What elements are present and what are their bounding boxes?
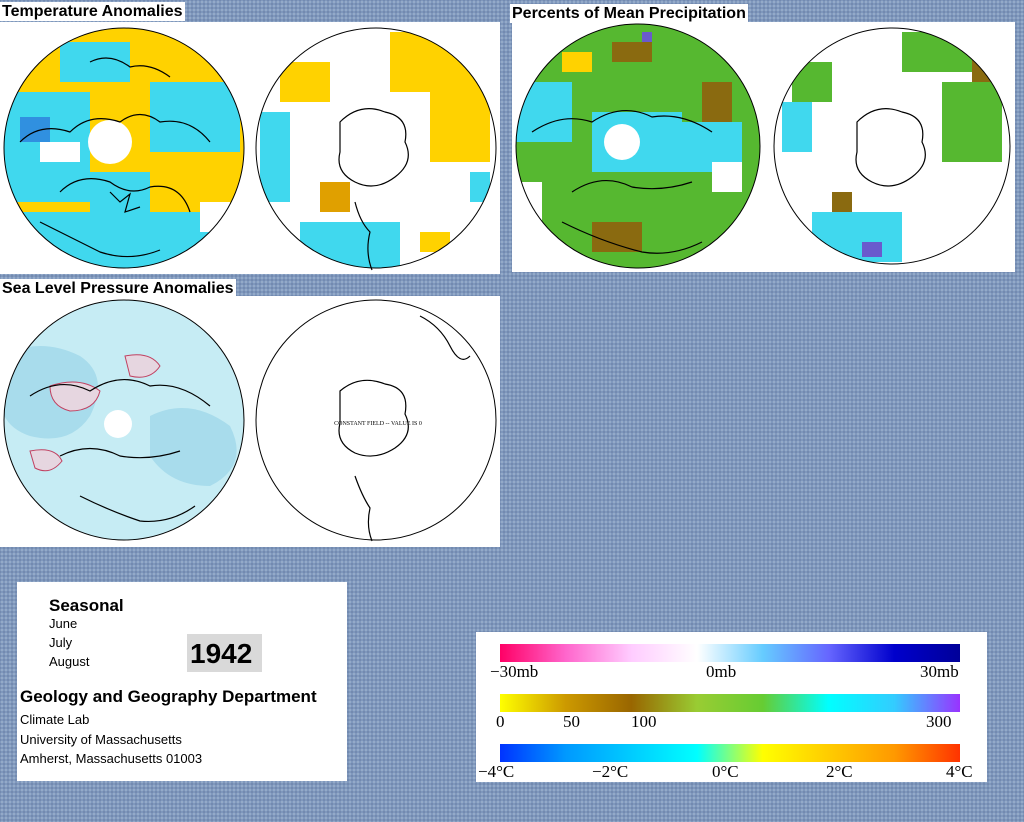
- temperature-color-bar: [500, 744, 960, 762]
- month-august: August: [49, 654, 90, 669]
- pressure-color-bar: [500, 644, 960, 662]
- precipitation-panel: [512, 22, 1015, 272]
- pressure-southern-hemisphere-map: CONSTANT FIELD -- VALUE IS 0: [255, 299, 497, 542]
- temperature-label-2: 2°C: [826, 762, 853, 781]
- info-box: Seasonal June July August 1942 Geology a…: [17, 582, 347, 781]
- temperature-anomalies-panel: [0, 22, 500, 274]
- month-july: July: [49, 635, 73, 650]
- month-june: June: [49, 616, 78, 631]
- temperature-label-0: 0°C: [712, 762, 739, 781]
- precipitation-title: Percents of Mean Precipitation: [510, 4, 748, 23]
- address: Amherst, Massachusetts 01003: [20, 751, 203, 766]
- color-legend: −30mb 0mb 30mb 0 50 100 300 −4°C −2°C 0°…: [476, 632, 987, 782]
- university-name: University of Massachusetts: [20, 732, 182, 747]
- pressure-anomalies-panel: CONSTANT FIELD -- VALUE IS 0: [0, 296, 500, 547]
- pressure-label-zero: 0mb: [706, 662, 737, 681]
- temperature-southern-hemisphere-map: [255, 27, 497, 271]
- pressure-label-min: −30mb: [490, 662, 539, 681]
- year-box: 1942: [187, 634, 262, 672]
- precipitation-southern-hemisphere-map: [773, 27, 1011, 265]
- temperature-anomalies-title: Temperature Anomalies: [0, 2, 185, 21]
- precipitation-northern-hemisphere-map: [515, 23, 761, 269]
- period-heading: Seasonal: [49, 596, 124, 615]
- temperature-label-4: 4°C: [946, 762, 973, 781]
- precipitation-label-50: 50: [563, 712, 580, 731]
- pressure-anomalies-title: Sea Level Pressure Anomalies: [0, 279, 236, 298]
- precipitation-label-300: 300: [926, 712, 952, 731]
- temperature-label-neg4: −4°C: [478, 762, 515, 781]
- precipitation-color-bar: [500, 694, 960, 712]
- precipitation-label-0: 0: [496, 712, 505, 731]
- constant-field-note: CONSTANT FIELD -- VALUE IS 0: [334, 421, 422, 427]
- lab-name: Climate Lab: [20, 712, 90, 727]
- precipitation-label-100: 100: [631, 712, 657, 731]
- department-name: Geology and Geography Department: [20, 687, 317, 706]
- temperature-northern-hemisphere-map: [3, 27, 245, 269]
- year-label: 1942: [190, 638, 253, 669]
- pressure-label-max: 30mb: [920, 662, 959, 681]
- temperature-label-neg2: −2°C: [592, 762, 629, 781]
- pressure-northern-hemisphere-map: [3, 299, 245, 541]
